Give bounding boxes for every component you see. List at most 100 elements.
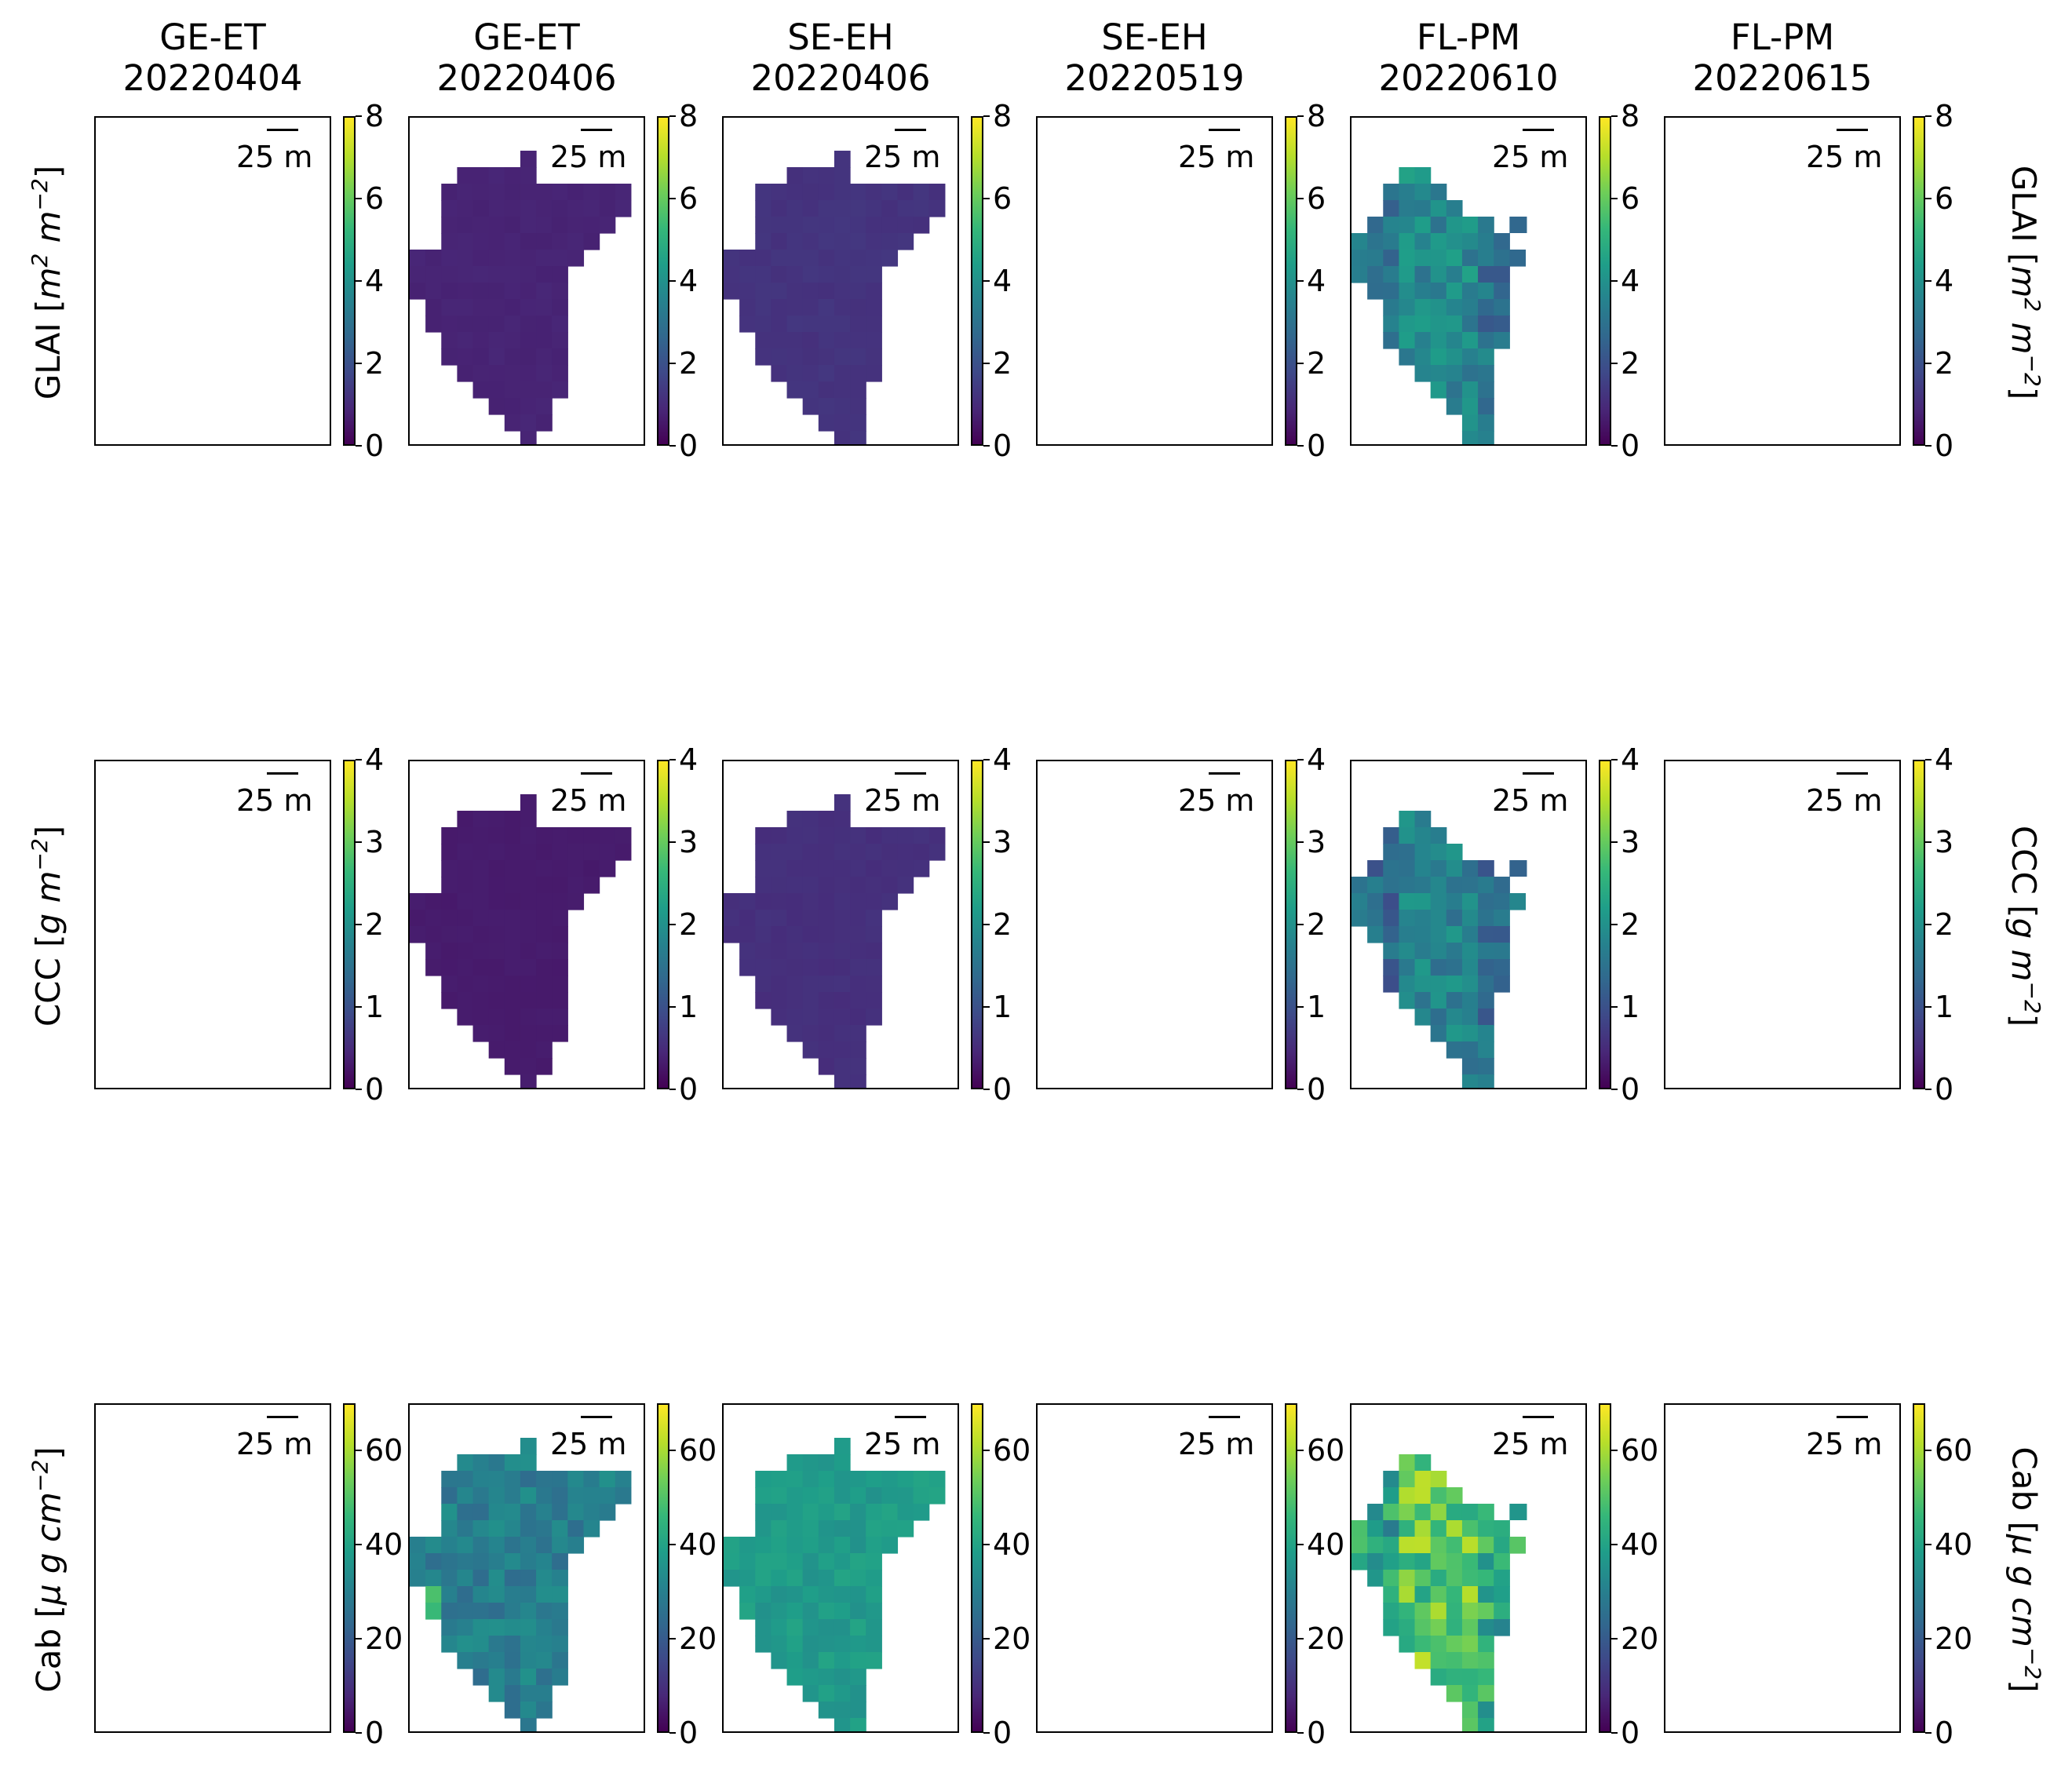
pixel-cell — [1446, 1669, 1463, 1686]
pixel-cell — [1509, 1537, 1527, 1554]
pixel-cell — [583, 233, 600, 250]
pixel-cell — [850, 1471, 866, 1488]
pixel-cell — [552, 332, 568, 349]
pixel-cell — [520, 431, 537, 444]
pixel-cell — [1414, 1537, 1432, 1554]
pixel-cell — [520, 1058, 537, 1075]
pixel-cell — [1430, 992, 1447, 1009]
pixel-cell — [786, 1636, 804, 1653]
pixel-cell — [1414, 1487, 1432, 1505]
pixel-cell — [1430, 1669, 1447, 1686]
pixel-cell — [771, 1504, 788, 1521]
pixel-cell — [583, 844, 600, 861]
pixel-cell — [913, 860, 930, 877]
pixel-cell — [881, 217, 899, 234]
pixel-cell — [536, 299, 553, 316]
pixel-cell — [818, 299, 835, 316]
colorbar-tick-label: 20 — [1307, 1621, 1345, 1656]
pixel-cell — [472, 976, 490, 993]
pixel-cell — [1478, 1619, 1494, 1636]
pixel-cell — [1399, 1487, 1416, 1505]
pixel-cell — [504, 233, 521, 250]
colorbar-tick — [356, 280, 362, 282]
pixel-cell — [1367, 1553, 1384, 1570]
pixel-cell — [520, 1619, 537, 1636]
pixel-cell — [834, 992, 851, 1009]
pixel-cell — [928, 844, 946, 861]
pixel-cell — [1461, 1074, 1479, 1088]
colorbar-tick — [983, 1732, 990, 1734]
pixel-cell — [520, 910, 537, 927]
pixel-cell — [755, 283, 772, 300]
pixel-cell — [504, 1537, 521, 1554]
pixel-cell — [536, 1487, 553, 1505]
pixel-cell — [441, 1603, 458, 1620]
colorbar-tick-label: 2 — [1621, 907, 1640, 942]
pixel-cell — [1446, 1504, 1463, 1521]
pixel-cell — [850, 1652, 866, 1669]
colorbar-tick-label: 4 — [365, 264, 385, 298]
pixel-cell — [786, 250, 804, 267]
colorbar-tick — [1925, 1450, 1932, 1451]
pixel-cell — [536, 1009, 553, 1026]
pixel-cell — [536, 381, 553, 399]
colorbar — [1285, 1403, 1297, 1733]
pixel-cell — [504, 398, 521, 415]
pixel-cell — [1399, 992, 1416, 1009]
pixel-cell — [520, 1685, 537, 1702]
pixel-cell — [520, 250, 537, 267]
pixel-cell — [1367, 233, 1384, 250]
pixel-cell — [850, 184, 866, 201]
colorbar-tick-label: 2 — [365, 907, 385, 942]
pixel-cell — [1430, 860, 1447, 877]
scale-bar-label: 25 m — [233, 783, 316, 818]
pixel-cell — [457, 827, 474, 844]
pixel-cell — [834, 1438, 851, 1455]
pixel-cell — [1430, 1537, 1447, 1554]
pixel-cell — [1430, 943, 1447, 960]
pixel-cell — [834, 398, 851, 415]
pixel-cell — [928, 827, 946, 844]
pixel-cell — [520, 959, 537, 976]
pixel-cell — [583, 1504, 600, 1521]
pixel-cell — [1399, 299, 1416, 316]
scale-bar-label: 25 m — [1175, 1427, 1258, 1461]
pixel-cell — [1461, 860, 1479, 877]
pixel-cell — [1352, 266, 1368, 283]
pixel-cell — [818, 1685, 835, 1702]
pixel-cell — [1461, 414, 1479, 432]
pixel-cell — [520, 1669, 537, 1686]
colorbar-tick-label: 2 — [993, 907, 1012, 942]
colorbar-tick-label: 4 — [1935, 264, 1954, 298]
pixel-cell — [457, 299, 474, 316]
pixel-cell — [599, 827, 616, 844]
pixel-cell — [504, 877, 521, 894]
pixel-cell — [457, 1537, 474, 1554]
pixel-cell — [1367, 893, 1384, 910]
pixel-cell — [802, 1487, 819, 1505]
pixel-cell — [520, 992, 537, 1009]
colorbar — [1913, 760, 1925, 1089]
pixel-cell — [520, 877, 537, 894]
pixel-cell — [599, 844, 616, 861]
pixel-cell — [802, 348, 819, 366]
pixel-cell — [802, 926, 819, 943]
pixel-cell — [1414, 283, 1432, 300]
pixel-cell — [552, 200, 568, 217]
row-label-left: Cab [μ g cm−2] — [27, 1446, 67, 1692]
row-variable: GLAI — [2005, 165, 2044, 243]
pixel-cell — [1367, 283, 1384, 300]
pixel-cell — [441, 943, 458, 960]
colorbar-tick-label: 2 — [679, 346, 699, 381]
pixel-cell — [441, 1570, 458, 1587]
pixel-cell — [441, 1520, 458, 1537]
pixel-cell — [786, 827, 804, 844]
pixel-cell — [913, 1471, 930, 1488]
pixel-cell — [536, 1702, 553, 1719]
pixel-cell — [457, 200, 474, 217]
pixel-cell — [441, 877, 458, 894]
pixel-cell — [739, 283, 756, 300]
pixel-cell — [866, 976, 882, 993]
pixel-cell — [818, 266, 835, 283]
pixel-cell — [441, 976, 458, 993]
